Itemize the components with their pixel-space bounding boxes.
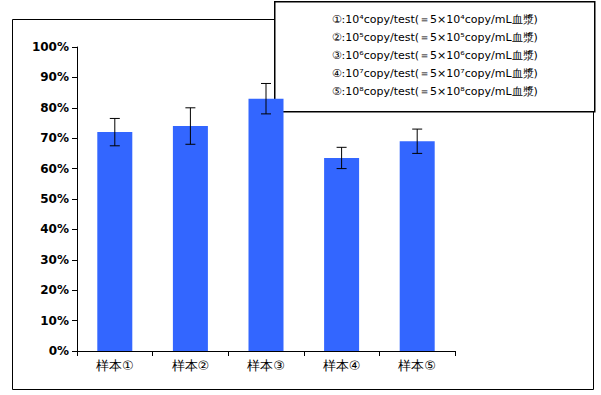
svg-text:90%: 90% bbox=[40, 70, 69, 84]
svg-text:10%: 10% bbox=[40, 314, 69, 328]
svg-text:②:10⁵copy/test(＝5×10⁵copy/mL血漿: ②:10⁵copy/test(＝5×10⁵copy/mL血漿) bbox=[332, 31, 538, 44]
svg-text:70%: 70% bbox=[40, 131, 69, 145]
svg-text:④:10⁷copy/test(＝5×10⁷copy/mL血漿: ④:10⁷copy/test(＝5×10⁷copy/mL血漿) bbox=[332, 67, 538, 80]
svg-text:样本⑤: 样本⑤ bbox=[398, 358, 436, 373]
svg-text:③:10⁶copy/test(＝5×10⁶copy/mL血漿: ③:10⁶copy/test(＝5×10⁶copy/mL血漿) bbox=[332, 49, 538, 62]
svg-text:样本④: 样本④ bbox=[323, 358, 361, 373]
svg-text:样本②: 样本② bbox=[172, 358, 210, 373]
svg-text:30%: 30% bbox=[40, 253, 69, 267]
svg-text:60%: 60% bbox=[40, 162, 69, 176]
svg-text:0%: 0% bbox=[49, 344, 69, 358]
svg-text:⑤:10⁸copy/test(＝5×10⁸copy/mL血漿: ⑤:10⁸copy/test(＝5×10⁸copy/mL血漿) bbox=[332, 85, 538, 98]
svg-text:20%: 20% bbox=[40, 283, 69, 297]
svg-text:样本③: 样本③ bbox=[247, 358, 285, 373]
svg-text:100%: 100% bbox=[32, 40, 69, 54]
svg-text:80%: 80% bbox=[40, 101, 69, 115]
svg-text:40%: 40% bbox=[40, 222, 69, 236]
svg-text:①:10⁴copy/test(＝5×10⁴copy/mL血漿: ①:10⁴copy/test(＝5×10⁴copy/mL血漿) bbox=[332, 13, 538, 26]
svg-text:样本①: 样本① bbox=[96, 358, 134, 373]
svg-text:50%: 50% bbox=[40, 192, 69, 206]
